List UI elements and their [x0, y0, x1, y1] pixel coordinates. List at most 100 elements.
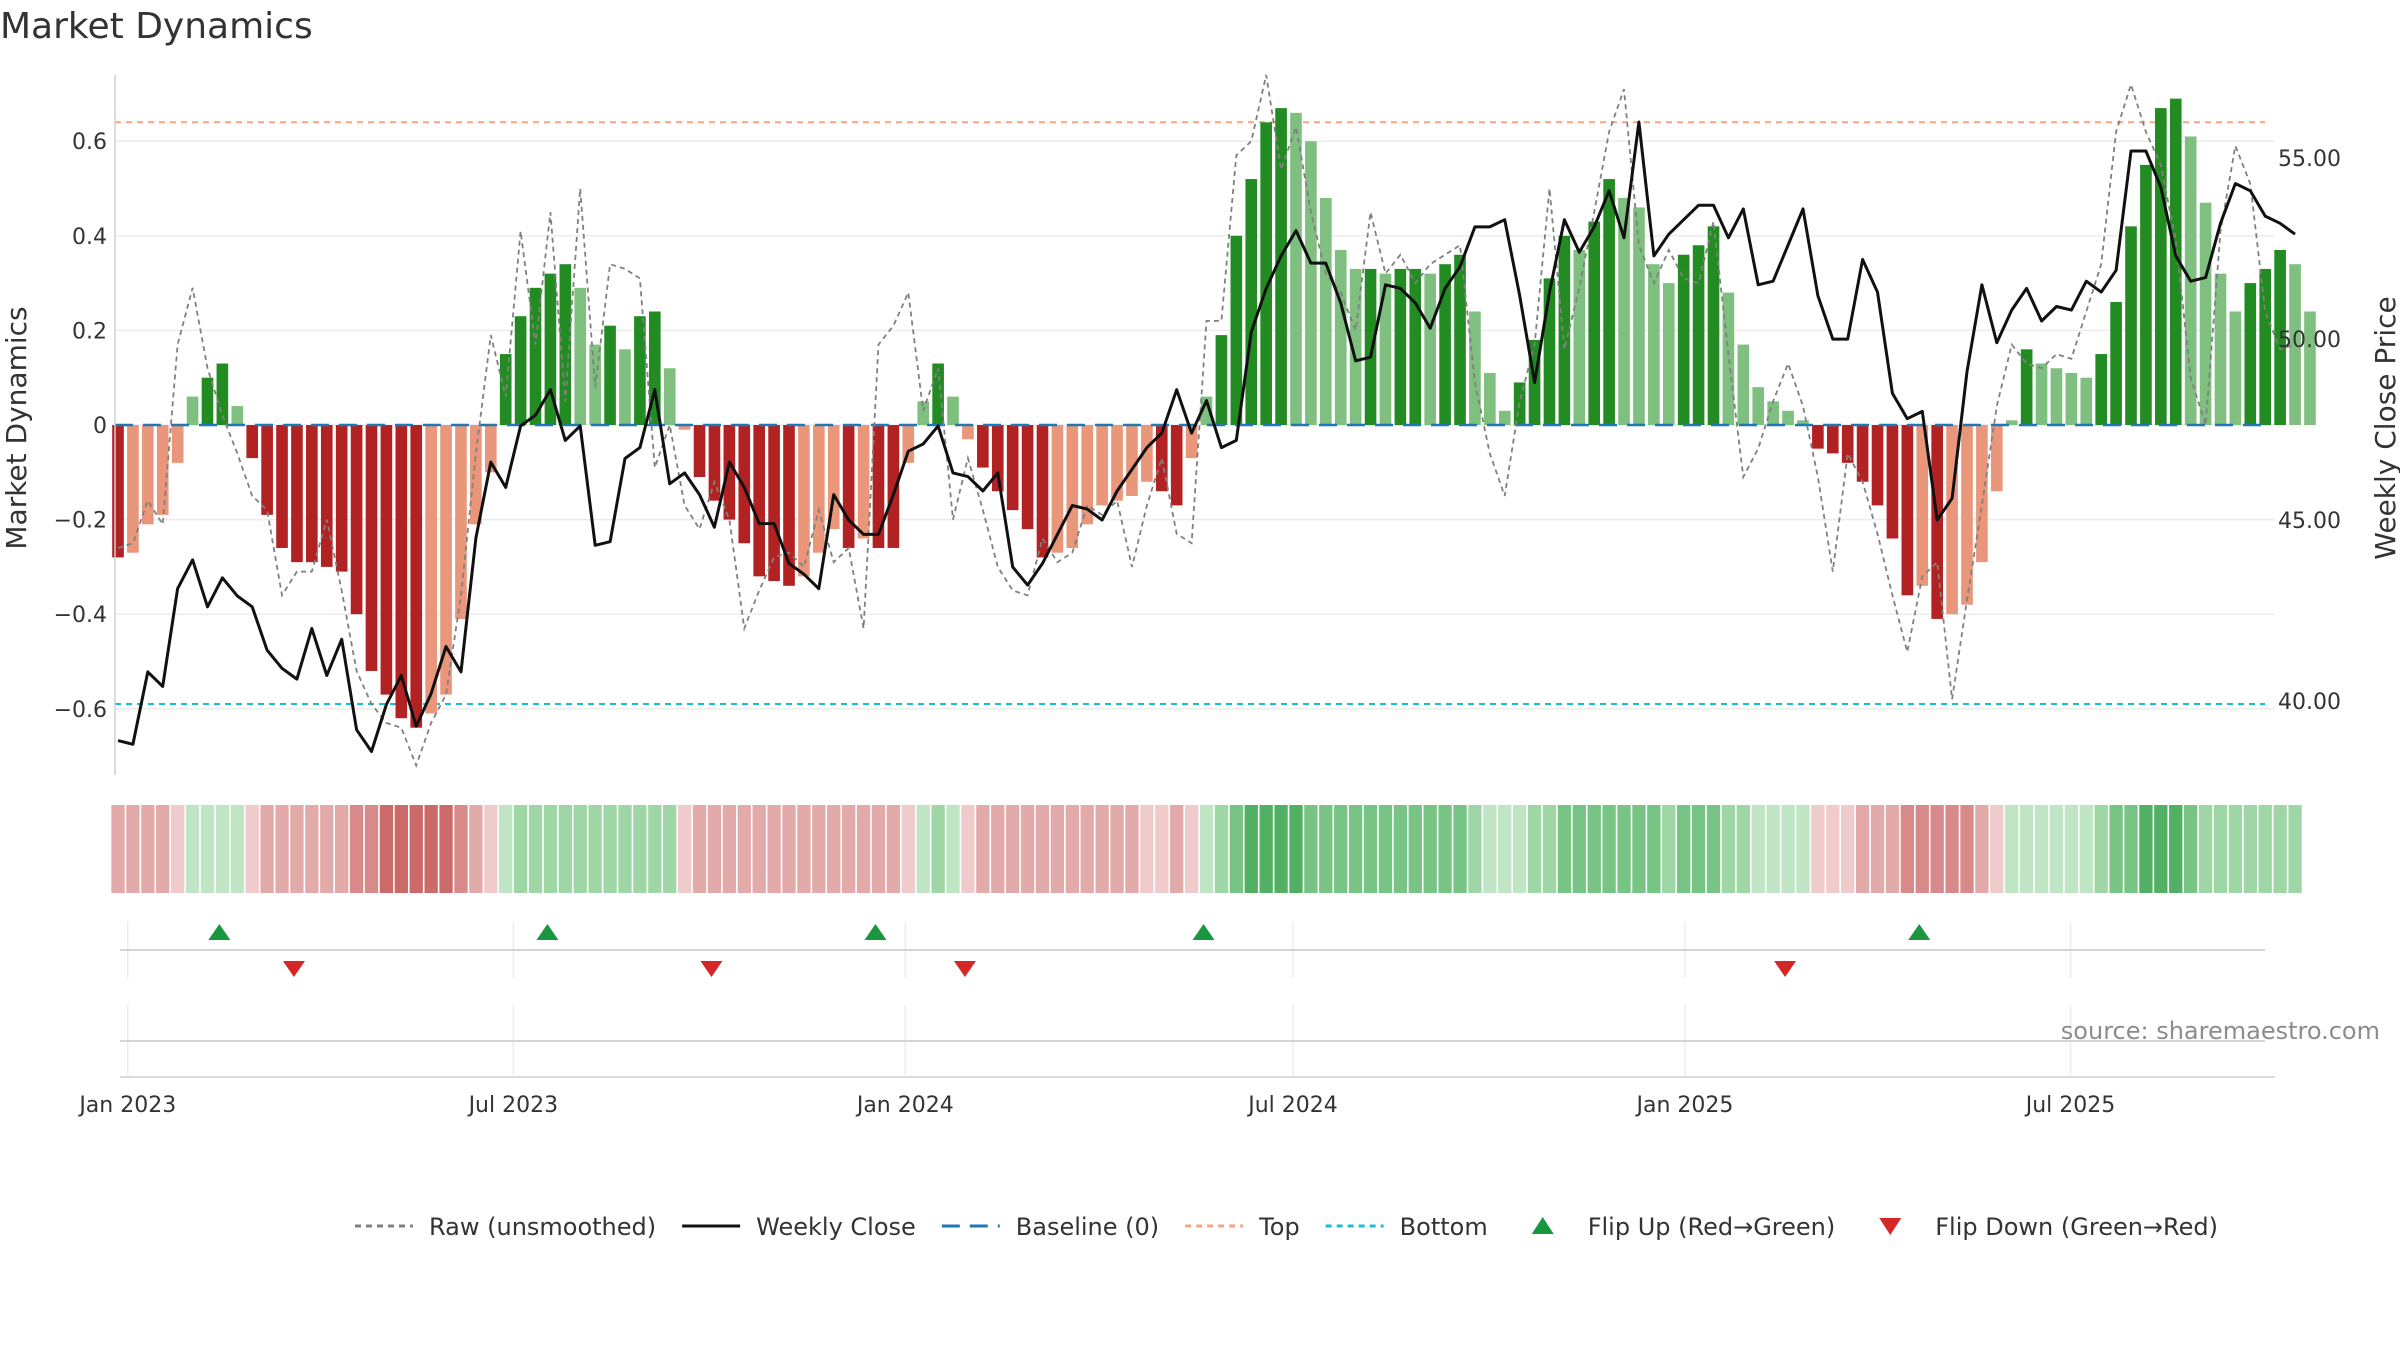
- regime-cell: [588, 805, 602, 893]
- flip-down-marker: [1774, 961, 1797, 977]
- regime-cell: [1498, 805, 1512, 893]
- market-dynamics-bar: [2289, 264, 2301, 425]
- market-dynamics-bar: [991, 425, 1004, 492]
- market-dynamics-bar: [2050, 368, 2063, 425]
- market-dynamics-bar: [723, 425, 736, 520]
- left-tick-label: −0.2: [54, 509, 107, 534]
- market-dynamics-bar: [276, 425, 288, 548]
- market-dynamics-bar: [1454, 254, 1466, 425]
- market-dynamics-bar: [827, 425, 840, 530]
- regime-cell: [2154, 805, 2168, 893]
- regime-cell: [1199, 805, 1214, 893]
- right-tick-label: 40.00: [2278, 690, 2341, 715]
- market-dynamics-bar: [932, 363, 944, 425]
- regime-cell: [931, 805, 945, 893]
- market-dynamics-bar: [2244, 283, 2257, 425]
- market-dynamics-bar: [1141, 425, 1153, 482]
- market-dynamics-bar: [842, 425, 855, 548]
- market-dynamics-bar: [2199, 202, 2212, 425]
- regime-cell: [379, 805, 394, 893]
- market-dynamics-bar: [1603, 179, 1615, 425]
- market-dynamics-bar: [2214, 273, 2227, 425]
- regime-cell: [230, 805, 244, 893]
- regime-cell: [1527, 805, 1542, 893]
- market-dynamics-bar: [604, 325, 616, 425]
- market-dynamics-bar: [977, 425, 989, 468]
- regime-cell: [991, 805, 1005, 893]
- regime-cell: [841, 805, 856, 893]
- market-dynamics-bar: [1155, 425, 1168, 492]
- regime-cell: [439, 805, 453, 893]
- market-dynamics-bar: [171, 425, 184, 463]
- legend-item: Weekly Close: [682, 1213, 916, 1241]
- market-dynamics-bar: [440, 425, 452, 695]
- regime-cell: [454, 805, 468, 893]
- market-dynamics-bar: [186, 396, 199, 425]
- market-dynamics-bar: [1931, 425, 1943, 619]
- market-dynamics-bars: [112, 98, 2316, 728]
- regime-cell: [1095, 805, 1109, 893]
- market-dynamics-bar: [887, 425, 900, 548]
- market-dynamics-bar: [2095, 354, 2108, 425]
- x-tick-label: Jul 2024: [1246, 1093, 1338, 1118]
- market-dynamics-bar: [962, 425, 974, 440]
- market-dynamics-bar: [1826, 425, 1839, 454]
- regime-cell: [2198, 805, 2213, 893]
- regime-cell: [722, 805, 737, 893]
- market-dynamics-bar: [514, 316, 527, 425]
- market-dynamics-bar: [112, 425, 124, 558]
- regime-cell: [573, 805, 587, 893]
- regime-cell: [1900, 805, 1915, 893]
- market-dynamics-bar: [693, 425, 706, 478]
- market-dynamics-bar: [1260, 122, 1272, 425]
- left-axis: 0.6 0.4 0.2 0 −0.2 −0.4 −0.6: [54, 75, 116, 775]
- regime-cell: [2019, 805, 2034, 893]
- regime-cell: [886, 805, 901, 893]
- regime-cell: [1304, 805, 1318, 893]
- regime-cell: [1975, 805, 1989, 893]
- regime-cell: [1706, 805, 1721, 893]
- market-dynamics-bar: [1215, 335, 1228, 425]
- market-dynamics-bar: [1961, 425, 1973, 605]
- market-dynamics-bar: [1066, 425, 1079, 548]
- regime-cell: [200, 805, 215, 893]
- legend-label: Weekly Close: [756, 1213, 916, 1241]
- regime-cell: [1721, 805, 1736, 893]
- regime-cell: [1363, 805, 1378, 893]
- market-dynamics-bar: [1036, 425, 1049, 558]
- regime-cell: [1020, 805, 1035, 893]
- market-dynamics-bar: [1126, 425, 1138, 496]
- regime-cell: [707, 805, 722, 893]
- legend-item: Raw (unsmoothed): [355, 1213, 656, 1241]
- regime-cell: [1855, 805, 1870, 893]
- regime-cell: [1274, 805, 1288, 893]
- market-dynamics-bar: [1558, 235, 1571, 425]
- market-dynamics-bar: [365, 425, 378, 671]
- regime-cell: [663, 805, 677, 893]
- regime-cell: [1542, 805, 1557, 893]
- right-tick-label: 45.00: [2278, 509, 2341, 534]
- raw-series: [117, 74, 2296, 769]
- left-tick-label: 0.6: [72, 130, 107, 155]
- market-dynamics-bar: [395, 425, 408, 719]
- market-dynamics-bar: [1588, 221, 1601, 425]
- regime-cell: [677, 805, 692, 893]
- regime-cell: [1841, 805, 1855, 893]
- regime-cell: [946, 805, 960, 893]
- regime-cell: [871, 805, 886, 893]
- market-dynamics-bar: [559, 264, 572, 425]
- regime-cell: [156, 805, 170, 893]
- regime-cell: [1140, 805, 1154, 893]
- regime-cell: [2169, 805, 2183, 893]
- regime-cell: [424, 805, 438, 893]
- market-dynamics-bar: [1245, 179, 1258, 425]
- regime-cell: [394, 805, 408, 893]
- market-dynamics-bar: [2169, 98, 2182, 425]
- legend-swatch: [1879, 1218, 1902, 1235]
- regime-cell: [1110, 805, 1124, 893]
- market-dynamics-bar: [902, 425, 915, 463]
- regime-cell: [275, 805, 289, 893]
- regime-cell: [170, 805, 185, 893]
- market-dynamics-bar: [1334, 250, 1347, 425]
- legend-label: Bottom: [1400, 1213, 1488, 1241]
